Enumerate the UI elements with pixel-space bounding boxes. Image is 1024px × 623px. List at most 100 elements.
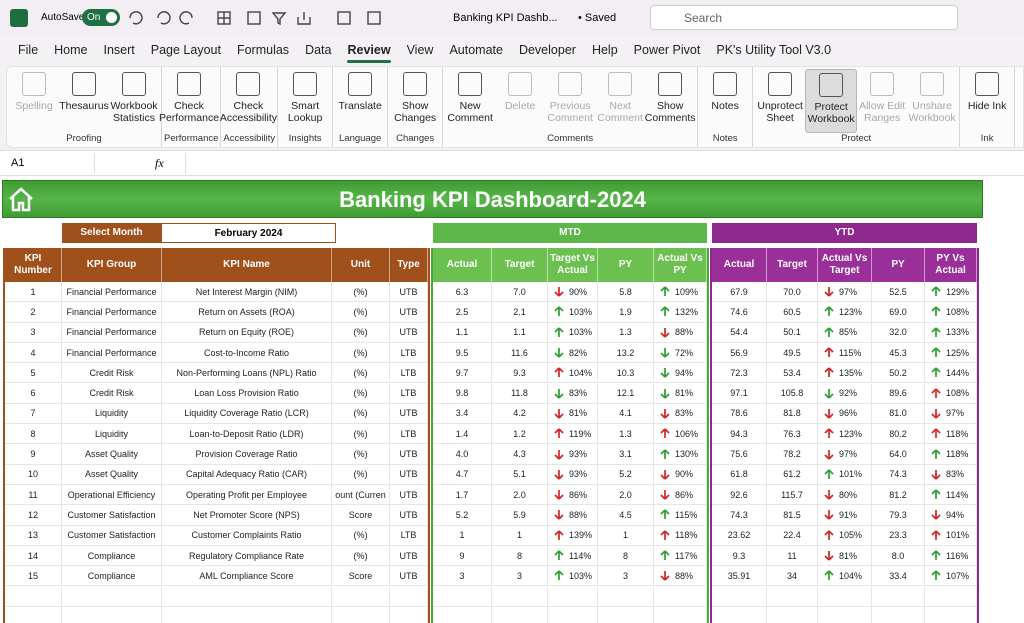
arrow-icon [660,509,670,520]
percent-value: 88% [675,570,694,581]
percent-value: 123% [839,428,863,439]
percent-value: 83% [569,388,588,399]
menu-tab[interactable]: Formulas [236,43,290,57]
kpi-status-cell: 80% [818,485,872,506]
kpi-status-cell: 81% [818,545,872,567]
button-label: Unprotect Sheet [757,100,803,124]
ribbon-button[interactable]: Check Performance [159,69,219,133]
table-cell: 4.3 [492,444,548,465]
table-cell: UTB [390,302,428,323]
search-box[interactable]: Search [650,5,958,30]
menu-tab[interactable]: Insert [103,43,135,57]
percent-value: 114% [946,489,969,500]
table-cell: Loan Loss Provision Ratio [162,383,332,404]
percent-value: 114% [569,550,592,561]
table-cell: 7.0 [492,282,548,303]
table-cell: UTB [390,545,428,567]
ribbon-button[interactable]: New Comment [445,69,495,133]
arrow-icon [824,347,834,358]
fx-button[interactable]: fx [155,156,164,170]
name-box[interactable]: A1 [5,154,95,173]
table-cell: 9 [433,545,492,567]
percent-value: 101% [946,530,970,541]
kpi-status-cell: 72% [654,342,707,364]
arrow-icon [660,368,670,378]
table-cell: 75.6 [712,444,767,465]
kpi-status-cell: 109% [654,282,707,303]
arrow-icon [554,469,564,480]
arrow-icon [931,570,941,581]
table-cell: 76.3 [767,424,818,445]
menu-tab[interactable]: File [18,43,39,57]
table-cell: UTB [390,282,428,303]
empty-cell [492,586,548,607]
menu-tab[interactable]: Power Pivot [633,43,701,57]
table-cell: 15 [5,566,62,587]
kpi-status-cell: 123% [818,424,872,445]
table-cell: LTB [390,525,428,546]
percent-value: 86% [569,489,588,500]
ribbon-button[interactable]: Workbook Statistics [109,69,159,133]
excel-logo[interactable] [10,9,28,27]
percent-value: 103% [569,570,593,581]
toggle-text: On [87,12,101,23]
kpi-status-cell: 107% [925,566,977,587]
column-header: PY Vs Actual [925,248,977,282]
table-cell: 1.1 [492,322,548,343]
ribbon-button[interactable]: Check Accessibility [220,69,277,133]
menu-tab[interactable]: Page Layout [150,43,221,57]
menu-tab[interactable]: Help [591,43,618,57]
kpi-status-cell: 115% [818,342,872,364]
ribbon-button[interactable]: Hide Ink [962,69,1012,133]
empty-cell [818,586,872,607]
table-cell: Net Interest Margin (NIM) [162,282,332,303]
percent-value: 108% [946,388,970,399]
column-header: KPI Number [5,248,62,282]
formula-input[interactable] [185,153,1024,174]
table-cell: 9.5 [433,342,492,364]
ribbon-button[interactable]: Translate [335,69,385,133]
arrow-icon [554,388,564,399]
ribbon-group: Unprotect Sheet Protect Workbook Allow Edi… [753,67,961,147]
kpi-status-cell: 119% [548,424,598,445]
button-icon [819,73,844,97]
percent-value: 104% [839,570,863,581]
empty-cell [162,606,332,623]
ribbon-button: Next Comment [595,69,645,133]
menu-tab[interactable]: View [406,43,434,57]
ribbon-button[interactable]: Thesaurus [59,69,109,133]
group-label: Changes [396,133,435,144]
ribbon-button[interactable]: Notes [700,69,750,133]
menu-tab[interactable]: Automate [449,43,503,57]
ribbon-button[interactable]: Show Comments [645,69,696,133]
month-selector[interactable]: February 2024 [161,223,336,243]
button-row: Show Changes [390,69,440,133]
group-label: Performance [164,133,219,144]
save-status[interactable]: • Saved [578,12,617,24]
kpi-status-cell: 103% [548,566,598,587]
arrow-icon [931,306,941,317]
table-cell: Liquidity [62,403,162,425]
table-cell: 3.1 [598,444,654,465]
autosave-toggle[interactable]: On [82,9,120,26]
table-cell: Financial Performance [62,282,162,303]
autosave-label: AutoSave [41,12,85,23]
ribbon-button[interactable]: Protect Workbook [805,69,858,133]
home-icon[interactable] [7,186,35,212]
ribbon-button: Allow Edit Ranges [857,69,907,133]
ribbon-button[interactable]: Smart Lookup [280,69,330,133]
ribbon-button[interactable]: Show Changes [390,69,440,133]
percent-value: 115% [839,347,862,358]
table-cell: Customer Satisfaction [62,505,162,526]
table-cell: 53.4 [767,363,818,384]
menu-tab[interactable]: PK's Utility Tool V3.0 [716,43,832,57]
menu-tab[interactable]: Home [54,43,88,57]
menu-tab[interactable]: Review [339,43,398,63]
table-cell: 1.4 [433,424,492,445]
percent-value: 125% [946,347,970,358]
select-month-label: Select Month [62,223,161,243]
menu-tab[interactable]: Developer [518,43,576,57]
percent-value: 144% [946,367,970,378]
ribbon-button[interactable]: Unprotect Sheet [755,69,805,133]
menu-tab[interactable]: Data [305,43,332,57]
